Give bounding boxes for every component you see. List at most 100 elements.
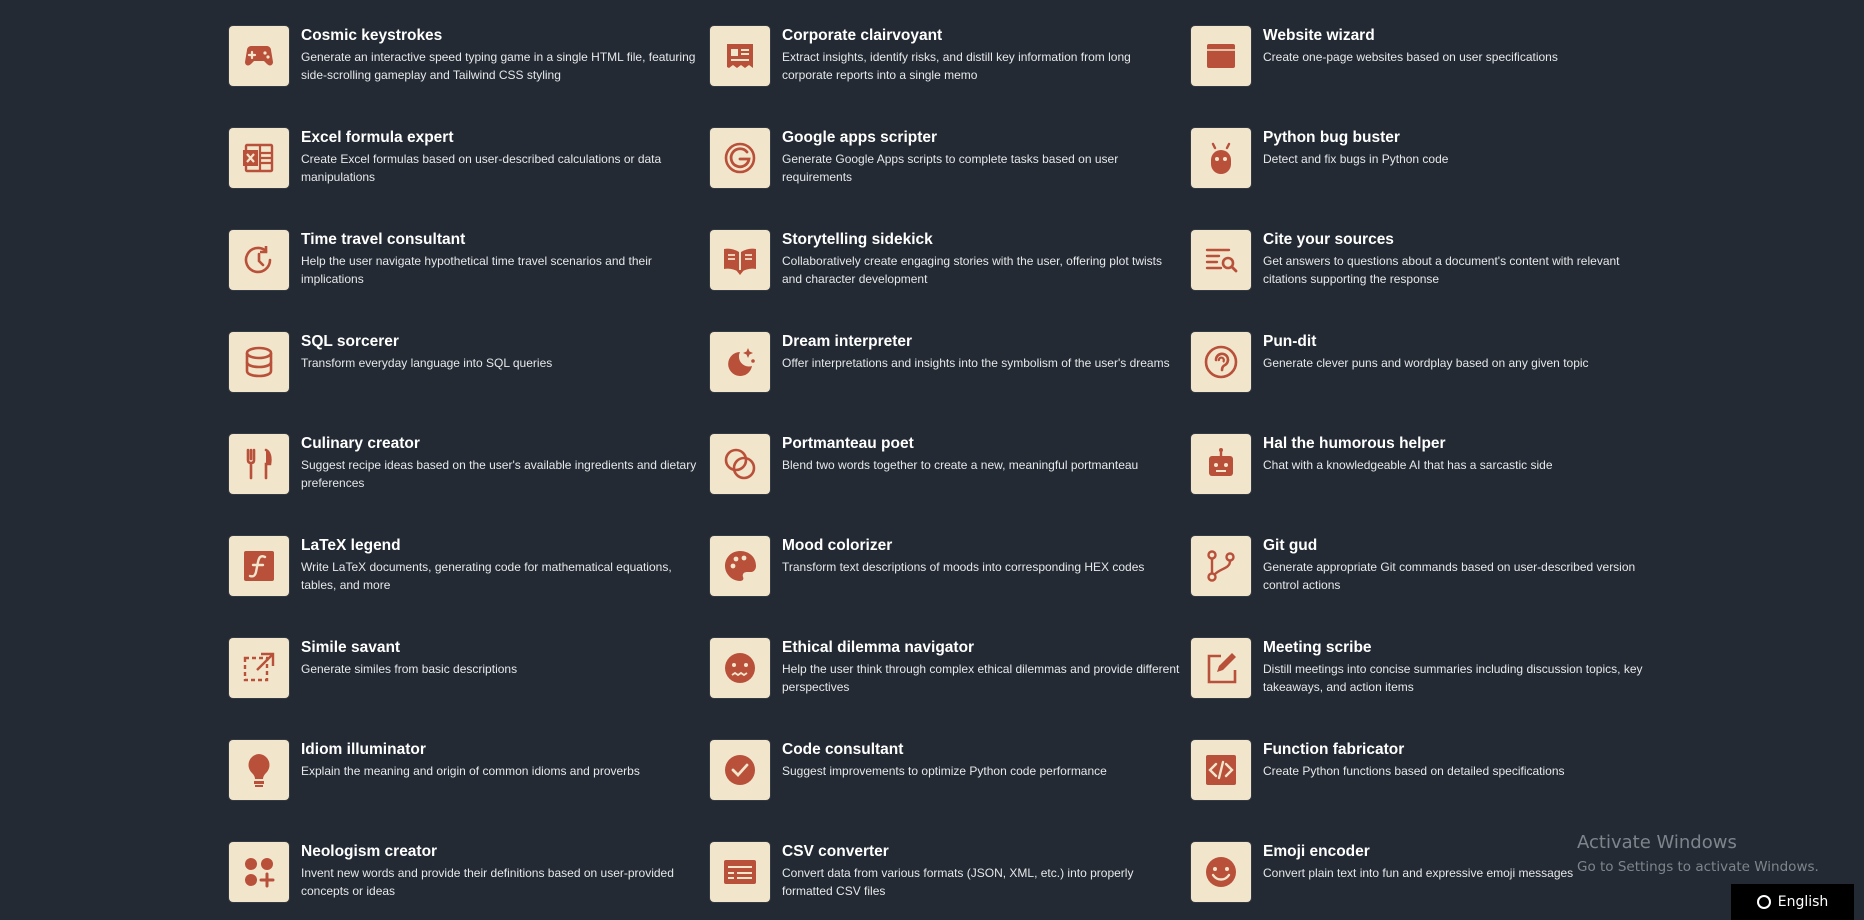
card-title: Cite your sources	[1263, 231, 1394, 248]
card-title: Ethical dilemma navigator	[782, 639, 975, 656]
prompt-card[interactable]: Emoji encoder Convert plain text into fu…	[1191, 842, 1672, 920]
card-title: Function fabricator	[1263, 741, 1405, 758]
card-title: Code consultant	[782, 741, 904, 758]
prompt-card[interactable]: Ethical dilemma navigator Help the user …	[710, 638, 1191, 740]
card-text: LaTeX legend Write LaTeX documents, gene…	[301, 536, 701, 594]
card-description: Get answers to questions about a documen…	[1263, 254, 1620, 286]
prompt-card[interactable]: Google apps scripter Generate Google App…	[710, 128, 1191, 230]
language-button[interactable]: English	[1731, 884, 1854, 920]
prompt-card[interactable]: Cosmic keystrokes Generate an interactiv…	[229, 26, 710, 128]
card-title: Git gud	[1263, 537, 1318, 554]
card-title: Python bug buster	[1263, 129, 1400, 146]
table-icon	[710, 842, 770, 902]
card-description: Generate appropriate Git commands based …	[1263, 560, 1636, 592]
prompt-card[interactable]: Python bug buster Detect and fix bugs in…	[1191, 128, 1672, 230]
card-text: Code consultant Suggest improvements to …	[782, 740, 1182, 780]
card-text: Portmanteau poet Blend two words togethe…	[782, 434, 1182, 474]
prompt-card[interactable]: Hal the humorous helper Chat with a know…	[1191, 434, 1672, 536]
prompt-card[interactable]: Idiom illuminator Explain the meaning an…	[229, 740, 710, 842]
card-description: Generate an interactive speed typing gam…	[301, 50, 696, 82]
prompt-card[interactable]: Cite your sources Get answers to questio…	[1191, 230, 1672, 332]
card-description: Generate clever puns and wordplay based …	[1263, 356, 1589, 370]
card-text: Meeting scribe Distill meetings into con…	[1263, 638, 1663, 696]
card-description: Create one-page websites based on user s…	[1263, 50, 1558, 64]
card-title: Mood colorizer	[782, 537, 893, 554]
prompt-card[interactable]: Git gud Generate appropriate Git command…	[1191, 536, 1672, 638]
card-title: Cosmic keystrokes	[301, 27, 443, 44]
code-icon	[1191, 740, 1251, 800]
prompt-card[interactable]: SQL sorcerer Transform everyday language…	[229, 332, 710, 434]
prompt-card[interactable]: Function fabricator Create Python functi…	[1191, 740, 1672, 842]
palette-icon	[710, 536, 770, 596]
prompt-card[interactable]: Excel formula expert Create Excel formul…	[229, 128, 710, 230]
card-title: Portmanteau poet	[782, 435, 914, 452]
bug-icon	[1191, 128, 1251, 188]
prompt-card[interactable]: Mood colorizer Transform text descriptio…	[710, 536, 1191, 638]
robot-icon	[1191, 434, 1251, 494]
prompt-card[interactable]: Website wizard Create one-page websites …	[1191, 26, 1672, 128]
card-description: Create Python functions based on detaile…	[1263, 764, 1565, 778]
watermark-subtitle: Go to Settings to activate Windows.	[1577, 859, 1819, 875]
card-title: CSV converter	[782, 843, 889, 860]
card-description: Extract insights, identify risks, and di…	[782, 50, 1131, 82]
card-description: Explain the meaning and origin of common…	[301, 764, 640, 778]
activate-windows-watermark: Activate Windows Go to Settings to activ…	[1577, 832, 1819, 877]
card-description: Transform everyday language into SQL que…	[301, 356, 553, 370]
prompt-card[interactable]: LaTeX legend Write LaTeX documents, gene…	[229, 536, 710, 638]
card-text: Dream interpreter Offer interpretations …	[782, 332, 1182, 372]
prompt-card[interactable]: Time travel consultant Help the user nav…	[229, 230, 710, 332]
lightbulb-icon	[229, 740, 289, 800]
card-text: Python bug buster Detect and fix bugs in…	[1263, 128, 1663, 168]
card-text: Cosmic keystrokes Generate an interactiv…	[301, 26, 701, 84]
card-description: Distill meetings into concise summaries …	[1263, 662, 1643, 694]
database-icon	[229, 332, 289, 392]
card-text: Excel formula expert Create Excel formul…	[301, 128, 701, 186]
prompt-card[interactable]: Pun-dit Generate clever puns and wordpla…	[1191, 332, 1672, 434]
card-title: Simile savant	[301, 639, 401, 656]
card-description: Help the user navigate hypothetical time…	[301, 254, 652, 286]
spreadsheet-icon	[229, 128, 289, 188]
open-book-icon	[710, 230, 770, 290]
card-description: Detect and fix bugs in Python code	[1263, 152, 1449, 166]
card-description: Transform text descriptions of moods int…	[782, 560, 1145, 574]
card-description: Chat with a knowledgeable AI that has a …	[1263, 458, 1553, 472]
card-description: Generate Google Apps scripts to complete…	[782, 152, 1119, 184]
card-description: Convert plain text into fun and expressi…	[1263, 866, 1574, 880]
card-description: Help the user think through complex ethi…	[782, 662, 1180, 694]
check-circle-icon	[710, 740, 770, 800]
card-text: CSV converter Convert data from various …	[782, 842, 1182, 900]
card-title: Culinary creator	[301, 435, 420, 452]
prompt-card[interactable]: Simile savant Generate similes from basi…	[229, 638, 710, 740]
prompt-card[interactable]: Meeting scribe Distill meetings into con…	[1191, 638, 1672, 740]
ear-icon	[1191, 332, 1251, 392]
card-text: Function fabricator Create Python functi…	[1263, 740, 1663, 780]
card-title: SQL sorcerer	[301, 333, 399, 350]
dashed-square-icon	[229, 638, 289, 698]
google-icon	[710, 128, 770, 188]
prompt-card[interactable]: Corporate clairvoyant Extract insights, …	[710, 26, 1191, 128]
edit-note-icon	[1191, 638, 1251, 698]
prompt-card[interactable]: Storytelling sidekick Collaboratively cr…	[710, 230, 1191, 332]
card-title: Dream interpreter	[782, 333, 913, 350]
card-text: SQL sorcerer Transform everyday language…	[301, 332, 701, 372]
card-text: Google apps scripter Generate Google App…	[782, 128, 1182, 186]
card-text: Mood colorizer Transform text descriptio…	[782, 536, 1182, 576]
card-description: Suggest improvements to optimize Python …	[782, 764, 1107, 778]
moon-stars-icon	[710, 332, 770, 392]
clock-rewind-icon	[229, 230, 289, 290]
prompt-card[interactable]: CSV converter Convert data from various …	[710, 842, 1191, 920]
prompt-card[interactable]: Culinary creator Suggest recipe ideas ba…	[229, 434, 710, 536]
receipt-icon	[710, 26, 770, 86]
text-search-icon	[1191, 230, 1251, 290]
prompt-card[interactable]: Neologism creator Invent new words and p…	[229, 842, 710, 920]
gamepad-icon	[229, 26, 289, 86]
card-text: Corporate clairvoyant Extract insights, …	[782, 26, 1182, 84]
card-description: Offer interpretations and insights into …	[782, 356, 1170, 370]
prompt-card[interactable]: Code consultant Suggest improvements to …	[710, 740, 1191, 842]
card-description: Convert data from various formats (JSON,…	[782, 866, 1134, 898]
smiley-icon	[1191, 842, 1251, 902]
shapes-plus-icon	[229, 842, 289, 902]
prompt-card[interactable]: Dream interpreter Offer interpretations …	[710, 332, 1191, 434]
prompt-card[interactable]: Portmanteau poet Blend two words togethe…	[710, 434, 1191, 536]
overlapping-circles-icon	[710, 434, 770, 494]
